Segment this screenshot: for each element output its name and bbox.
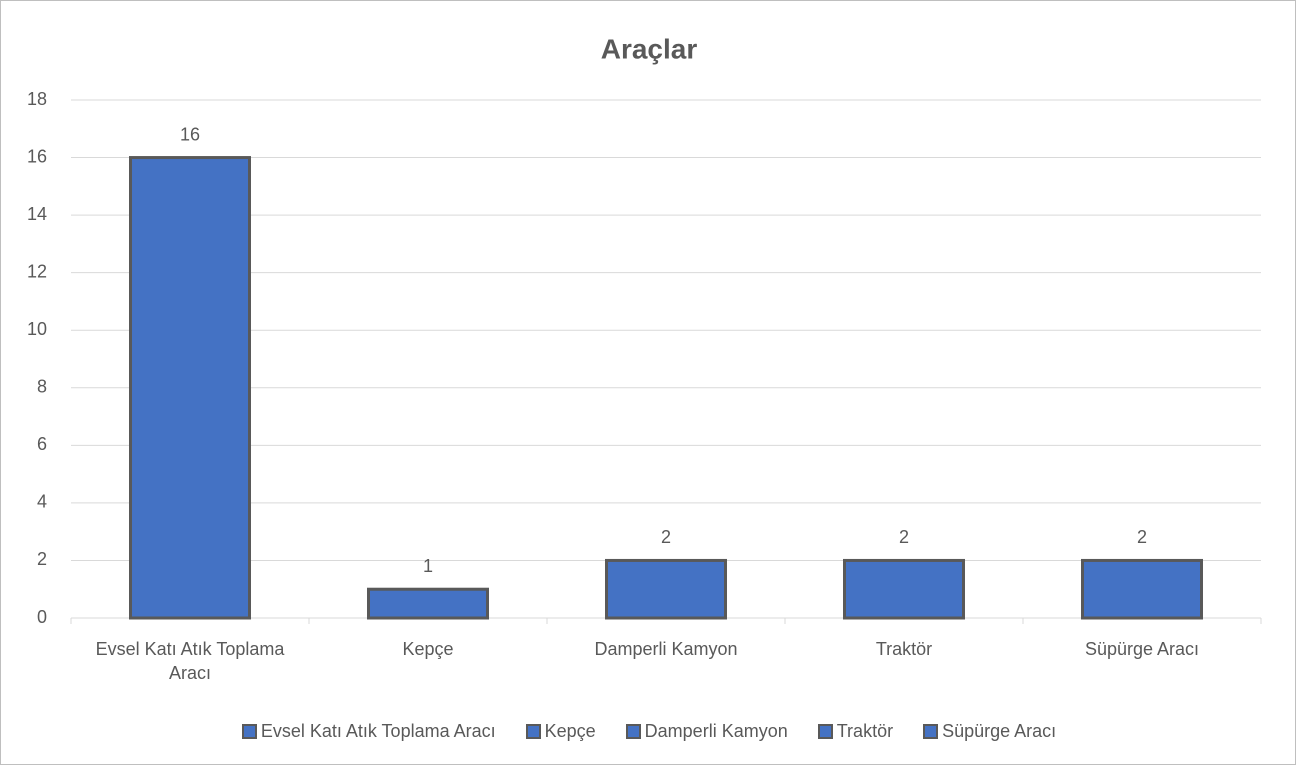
legend-swatch bbox=[241, 724, 257, 739]
y-tick-label: 14 bbox=[27, 204, 47, 224]
y-tick-label: 18 bbox=[27, 89, 47, 109]
bar bbox=[129, 156, 251, 620]
legend-label: Evsel Katı Atık Toplama Aracı bbox=[260, 721, 496, 741]
legend-label: Kepçe bbox=[544, 721, 596, 741]
y-tick-label: 4 bbox=[37, 492, 47, 512]
legend-label: Süpürge Aracı bbox=[942, 721, 1057, 741]
data-label: 2 bbox=[1137, 527, 1147, 547]
legend-item: Süpürge Aracı bbox=[923, 721, 1056, 742]
x-tick-label: Traktör bbox=[875, 639, 933, 659]
data-label: 2 bbox=[899, 527, 909, 547]
legend-label: Damperli Kamyon bbox=[644, 721, 788, 741]
x-tick-label: Damperli Kamyon bbox=[594, 639, 738, 659]
legend-swatch bbox=[817, 724, 833, 739]
legend-item: Traktör bbox=[817, 721, 894, 742]
x-tick-label: Süpürge Aracı bbox=[1084, 639, 1200, 659]
legend-item: Kepçe bbox=[525, 721, 596, 742]
data-label: 16 bbox=[180, 124, 200, 144]
bar bbox=[605, 558, 727, 620]
y-tick-label: 8 bbox=[37, 377, 47, 397]
legend-swatch bbox=[625, 724, 641, 739]
y-tick-label: 0 bbox=[37, 607, 47, 627]
y-tick-label: 2 bbox=[37, 549, 47, 569]
legend-label: Traktör bbox=[836, 721, 894, 741]
legend-swatch bbox=[923, 724, 939, 739]
legend-swatch bbox=[525, 724, 541, 739]
data-label: 2 bbox=[661, 527, 671, 547]
bar bbox=[1081, 558, 1203, 620]
chart-title: Araçlar bbox=[601, 33, 698, 64]
x-tick-label: Evsel Katı Atık Toplama Aracı bbox=[95, 639, 285, 683]
y-tick-label: 16 bbox=[27, 146, 47, 166]
data-label: 1 bbox=[423, 556, 433, 576]
y-tick-label: 12 bbox=[27, 261, 47, 281]
legend: Evsel Katı Atık Toplama Aracı Kepçe Damper… bbox=[1, 721, 1296, 742]
legend-item: Evsel Katı Atık Toplama Aracı bbox=[241, 721, 496, 742]
bar bbox=[843, 558, 965, 620]
x-tick-label: Kepçe bbox=[402, 639, 454, 659]
bar bbox=[367, 587, 489, 620]
y-tick-label: 6 bbox=[37, 434, 47, 454]
y-tick-label: 10 bbox=[27, 319, 47, 339]
legend-item: Damperli Kamyon bbox=[625, 721, 788, 742]
